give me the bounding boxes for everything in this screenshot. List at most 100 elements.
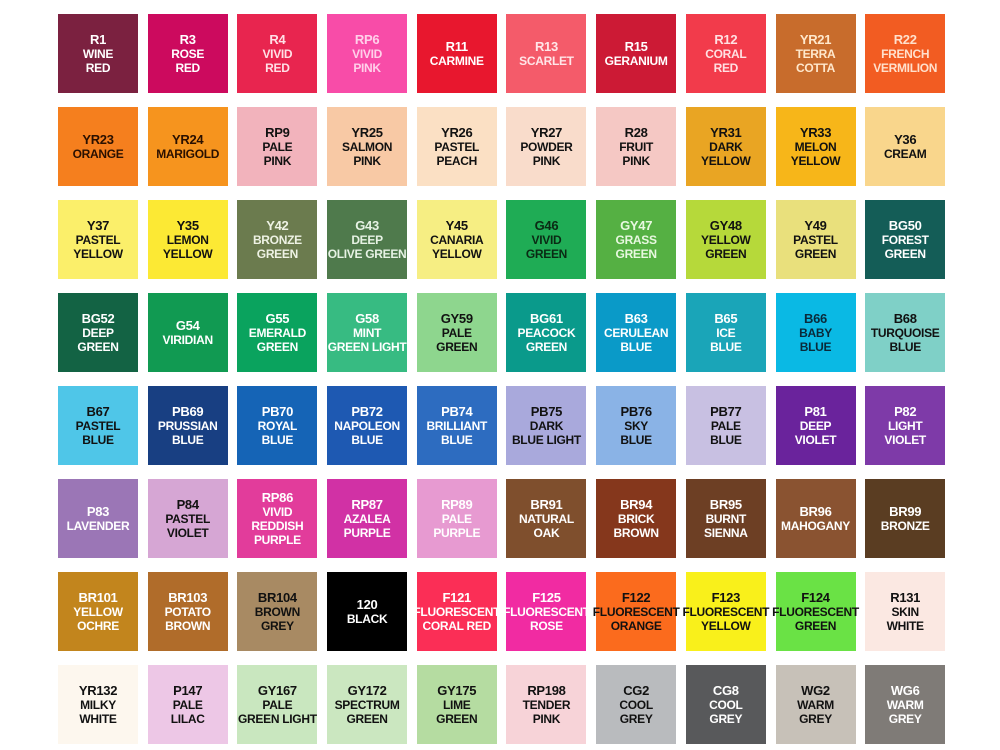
swatch-code: PB77 bbox=[710, 404, 742, 419]
swatch-name-line: BRONZE bbox=[880, 519, 930, 533]
swatch-name-line: PALE bbox=[710, 419, 741, 433]
color-swatch-f123: F123 FLUORESCENT YELLOW bbox=[682, 572, 769, 651]
color-swatch-yr27: YR27 POWDER PINK bbox=[506, 107, 587, 186]
swatch-name-line: BLUE bbox=[710, 340, 742, 354]
swatch-name-line: VIVID bbox=[352, 47, 382, 61]
swatch-name-line: PALE bbox=[441, 512, 472, 526]
swatch-name-line: GREY bbox=[709, 712, 743, 726]
swatch-code: WG2 bbox=[801, 683, 830, 698]
swatch-name-line: RED bbox=[265, 61, 290, 75]
color-swatch-br95: BR95 BURNT SIENNA bbox=[685, 479, 766, 558]
swatch-name-line: PALE bbox=[262, 698, 293, 712]
swatch-name-line: BLUE LIGHT bbox=[511, 433, 581, 447]
color-swatch-p84: P84 PASTEL VIOLET bbox=[147, 479, 228, 558]
color-swatch-cg2: CG2 COOL GREY bbox=[596, 665, 677, 744]
color-swatch-br99: BR99 BRONZE bbox=[865, 479, 946, 558]
swatch-code: F121 bbox=[442, 590, 472, 605]
swatch-code: BR95 bbox=[709, 497, 742, 512]
swatch-code: G54 bbox=[175, 318, 200, 333]
swatch-name-line: BROWN bbox=[165, 619, 211, 633]
swatch-name-line: MELON bbox=[794, 140, 837, 154]
swatch-code: RP198 bbox=[527, 683, 566, 698]
color-swatch-g55: G55 EMERALD GREEN bbox=[237, 293, 318, 372]
color-swatch-gy175: GY175 LIME GREEN bbox=[416, 665, 497, 744]
color-swatch-y37: Y37 PASTEL YELLOW bbox=[58, 200, 138, 279]
swatch-code: PB75 bbox=[530, 404, 563, 419]
swatch-name-line: BRONZE bbox=[252, 233, 302, 247]
swatch-name-line: TURQUOISE bbox=[870, 326, 940, 340]
swatch-code: YR23 bbox=[82, 132, 114, 147]
swatch-name-line: CORAL bbox=[705, 47, 747, 61]
swatch-code: BG61 bbox=[530, 311, 563, 326]
swatch-name-line: VIVID REDDISH bbox=[251, 505, 304, 533]
color-swatch-r15: R15 GERANIUM bbox=[596, 14, 677, 93]
color-swatch-p147: P147 PALE LILAC bbox=[147, 665, 228, 744]
swatch-name-line: CARMINE bbox=[429, 54, 484, 68]
swatch-name-line: BRILLIANT bbox=[426, 419, 488, 433]
swatch-name-line: LIME bbox=[443, 698, 471, 712]
swatch-code: GY47 bbox=[620, 218, 653, 233]
swatch-code: B63 bbox=[624, 311, 648, 326]
swatch-name-line: VIOLET bbox=[794, 433, 837, 447]
swatch-name-line: GREEN bbox=[884, 247, 926, 261]
swatch-name-line: DEEP bbox=[82, 326, 114, 340]
swatch-code: BR103 bbox=[168, 590, 208, 605]
swatch-name-line: GREY bbox=[260, 619, 294, 633]
swatch-name-line: PALE bbox=[172, 698, 203, 712]
swatch-code: RP9 bbox=[265, 125, 290, 140]
swatch-name-line: COTTA bbox=[796, 61, 835, 75]
swatch-code: Y45 bbox=[445, 218, 469, 233]
swatch-code: RP86 bbox=[261, 490, 294, 505]
swatch-name-line: WHITE bbox=[886, 619, 924, 633]
swatch-name-line: DEEP bbox=[351, 233, 383, 247]
swatch-name-line: SKY bbox=[624, 419, 649, 433]
swatch-name-line: RED bbox=[713, 61, 739, 75]
swatch-name-line: GREEN bbox=[256, 247, 298, 261]
swatch-name-line: NAPOLEON bbox=[334, 419, 400, 433]
swatch-code: RP87 bbox=[351, 497, 383, 512]
swatch-code: R11 bbox=[445, 39, 469, 54]
color-swatch-r13: R13 SCARLET bbox=[506, 14, 587, 93]
color-swatch-gy47: GY47 GRASS GREEN bbox=[596, 200, 677, 279]
swatch-name-line: BROWN bbox=[254, 605, 300, 619]
swatch-code: BR101 bbox=[78, 590, 118, 605]
swatch-name-line: PASTEL bbox=[434, 140, 480, 154]
color-swatch-yr24: YR24 MARIGOLD bbox=[147, 107, 228, 186]
swatch-name-line: BLUE bbox=[799, 340, 832, 354]
swatch-name-line: YELLOW bbox=[701, 619, 751, 633]
swatch-name-line: GREEN LIGHT bbox=[238, 712, 317, 726]
color-swatch-g46: G46 VIVID GREEN bbox=[506, 200, 587, 279]
color-swatch-b67: B67 PASTEL BLUE bbox=[58, 386, 138, 465]
color-swatch-bg52: BG52 DEEP GREEN bbox=[58, 293, 138, 372]
swatch-name-line: PASTEL bbox=[75, 233, 121, 247]
swatch-code: P147 bbox=[173, 683, 203, 698]
color-swatch-gy59: GY59 PALE GREEN bbox=[416, 293, 497, 372]
swatch-code: CG2 bbox=[623, 683, 650, 698]
swatch-code: RP6 bbox=[354, 32, 380, 47]
color-swatch-wg6: WG6 WARM GREY bbox=[865, 665, 946, 744]
swatch-name-line: GERANIUM bbox=[604, 54, 668, 68]
color-swatch-br94: BR94 BRICK BROWN bbox=[596, 479, 677, 558]
swatch-name-line: GREEN bbox=[794, 247, 837, 261]
color-swatch-br104: BR104 BROWN GREY bbox=[237, 572, 318, 651]
color-swatch-bg50: BG50 FOREST GREEN bbox=[865, 200, 946, 279]
swatch-name-line: PURPLE bbox=[433, 526, 481, 540]
swatch-name-line: LEMON bbox=[166, 233, 209, 247]
swatch-name-line: YELLOW bbox=[431, 247, 482, 261]
swatch-name-line: YELLOW bbox=[701, 154, 751, 168]
swatch-name-line: VIRIDIAN bbox=[162, 333, 214, 347]
color-swatch-rp6: RP6 VIVID PINK bbox=[327, 14, 408, 93]
swatch-code: GY172 bbox=[347, 683, 387, 698]
color-swatch-rp86: RP86 VIVID REDDISH PURPLE bbox=[237, 479, 318, 558]
swatch-code: BR94 bbox=[620, 497, 653, 512]
swatch-name-line: FRUIT bbox=[619, 140, 654, 154]
color-swatch-y36: Y36 CREAM bbox=[865, 107, 946, 186]
swatch-name-line: PEACOCK bbox=[517, 326, 576, 340]
swatch-code: RP89 bbox=[441, 497, 473, 512]
color-swatch-b66: B66 BABY BLUE bbox=[775, 293, 856, 372]
swatch-name-line: VIVID bbox=[531, 233, 562, 247]
swatch-code: P82 bbox=[894, 404, 917, 419]
swatch-name-line: OLIVE GREEN bbox=[327, 247, 407, 261]
swatch-code: Y49 bbox=[804, 218, 827, 233]
color-swatch-pb69: PB69 PRUSSIAN BLUE bbox=[147, 386, 228, 465]
